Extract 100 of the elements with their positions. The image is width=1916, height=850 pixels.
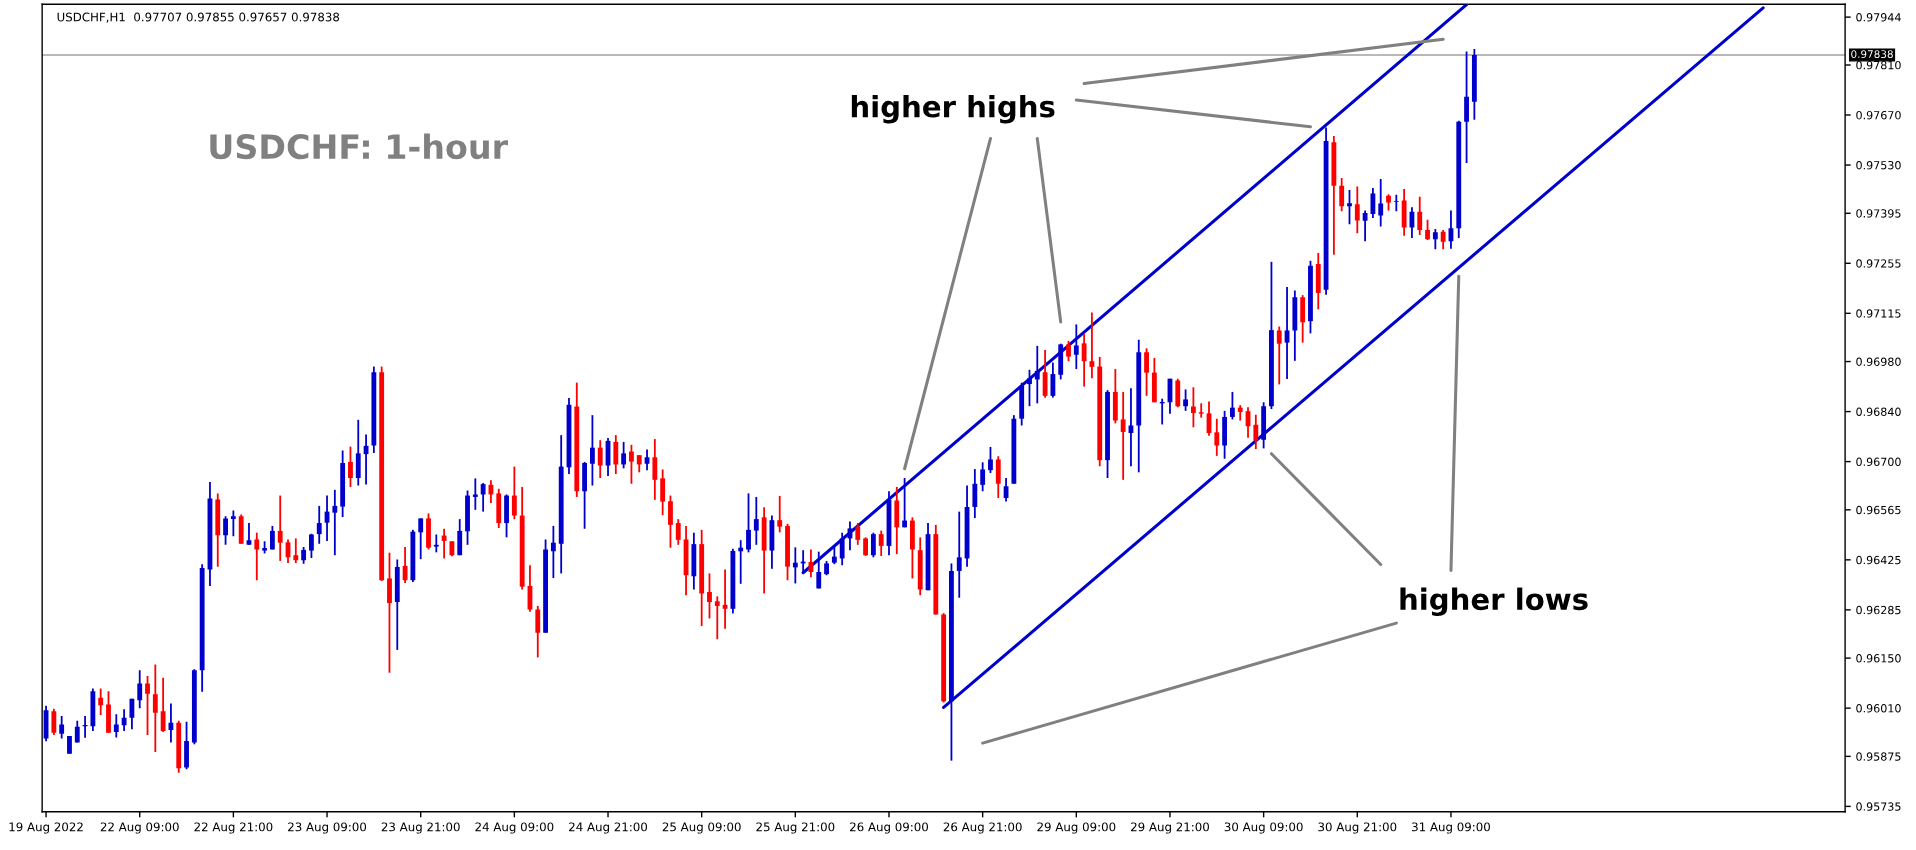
text: USDCHF: 1-hour — [210, 133, 508, 160]
candlestick — [972, 468, 978, 519]
x-tick-label: 25 Aug 09:00 — [662, 822, 741, 834]
candlestick — [535, 605, 541, 659]
candlestick — [855, 522, 861, 546]
candlestick — [675, 518, 681, 546]
candlestick — [1432, 228, 1438, 251]
candlestick — [145, 675, 150, 736]
candlestick — [707, 572, 712, 620]
candlestick — [230, 509, 236, 538]
y-tick-label: 0.96010 — [1856, 704, 1901, 713]
candlestick — [1440, 229, 1446, 251]
candlestick — [98, 687, 104, 716]
x-tick-label: 24 Aug 21:00 — [569, 822, 648, 834]
y-tick-label: 0.97115 — [1856, 309, 1901, 318]
x-tick-label: 29 Aug 21:00 — [1131, 822, 1209, 834]
y-tick-label: 0.96565 — [1856, 505, 1901, 515]
candlestick — [433, 533, 439, 554]
y-tick-label: 0.96150 — [1856, 654, 1901, 663]
y-tick-label: 0.95735 — [1856, 802, 1901, 811]
candlestick — [1253, 413, 1259, 450]
candlestick — [1230, 391, 1235, 421]
candlestick — [613, 434, 619, 476]
candlestick — [1081, 333, 1087, 388]
candlestick — [902, 477, 908, 529]
y-tick-label: 0.96285 — [1856, 605, 1901, 615]
candlestick — [589, 414, 595, 487]
candlestick — [1198, 402, 1204, 419]
candlestick — [1066, 339, 1071, 363]
annotation: higher lows — [1400, 587, 1588, 617]
candlestick — [1183, 388, 1188, 412]
candlestick — [129, 697, 135, 731]
candlestick — [792, 546, 798, 585]
candlestick — [1393, 193, 1399, 213]
candlestick — [753, 496, 759, 546]
x-tick-label: 26 Aug 21:00 — [943, 822, 1022, 834]
candlestick — [254, 531, 260, 582]
candlestick — [870, 531, 876, 559]
candlestick — [418, 517, 424, 561]
y-tick-label: 0.97810 — [1856, 60, 1901, 70]
candlestick — [1417, 195, 1423, 236]
candlestick — [1073, 323, 1079, 370]
candlestick — [746, 492, 751, 554]
x-tick-label: 30 Aug 21:00 — [1318, 822, 1397, 834]
candlestick — [660, 468, 666, 517]
x-tick-label: 31 Aug 09:00 — [1412, 822, 1490, 834]
candlestick — [1190, 386, 1196, 429]
candlestick — [1214, 417, 1220, 457]
candlestick — [839, 531, 845, 567]
y-tick-label: 0.96980 — [1856, 357, 1901, 366]
candlestick — [223, 515, 228, 546]
candlestick — [332, 488, 338, 557]
candlestick — [988, 446, 993, 474]
candlestick — [956, 510, 962, 599]
candlestick — [1034, 344, 1040, 405]
x-tick-label: 23 Aug 21:00 — [381, 822, 460, 834]
candlestick — [137, 669, 143, 710]
candlestick — [309, 532, 314, 559]
candlestick — [1339, 176, 1345, 213]
x-tick-label: 29 Aug 09:00 — [1037, 822, 1116, 834]
candlestick — [878, 529, 884, 557]
candlestick — [472, 477, 478, 511]
candlestick — [980, 461, 986, 493]
x-tick-label: 30 Aug 09:00 — [1224, 822, 1303, 834]
candlestick — [644, 448, 650, 472]
candlestick — [550, 525, 556, 579]
x-tick-label: 19 Aug 2022 — [9, 822, 83, 834]
candlestick — [863, 536, 868, 557]
y-tick-label: 0.97395 — [1856, 209, 1901, 218]
x-tick-label: 25 Aug 21:00 — [756, 822, 835, 834]
candlestick — [621, 441, 627, 470]
candlestick — [722, 568, 728, 630]
candlestick — [441, 527, 447, 560]
y-tick-label: 0.96425 — [1856, 555, 1901, 565]
y-tick-label: 0.97530 — [1856, 161, 1901, 170]
x-tick-label: 22 Aug 09:00 — [100, 822, 179, 834]
annotation: USDCHF,H1 0.97707 0.97855 0.97657 0.97838 — [57, 12, 340, 23]
candlestick — [51, 707, 57, 736]
candlestick — [113, 713, 119, 739]
candlestick — [1362, 209, 1368, 243]
candlestick — [1276, 325, 1282, 386]
y-tick-label: 0.96700 — [1856, 457, 1901, 466]
candlestick — [59, 715, 65, 740]
candlestick — [714, 595, 720, 641]
y-tick-label: 0.97670 — [1856, 110, 1901, 120]
candlestick — [348, 445, 353, 488]
candlestick — [1144, 347, 1149, 397]
candlestick — [152, 663, 158, 753]
candlestick — [1120, 391, 1126, 481]
candlestick — [1347, 189, 1352, 226]
y-tick-label: 0.96840 — [1856, 407, 1901, 416]
x-tick-label: 23 Aug 09:00 — [288, 822, 367, 834]
candlestick — [597, 439, 603, 479]
candlestick — [316, 504, 322, 545]
candlestick — [402, 546, 408, 584]
candlestick — [1425, 218, 1430, 241]
candlestick — [160, 676, 166, 733]
candlestick — [1378, 178, 1384, 228]
x-tick-label: 24 Aug 09:00 — [475, 822, 554, 834]
candlestick — [1050, 361, 1056, 399]
